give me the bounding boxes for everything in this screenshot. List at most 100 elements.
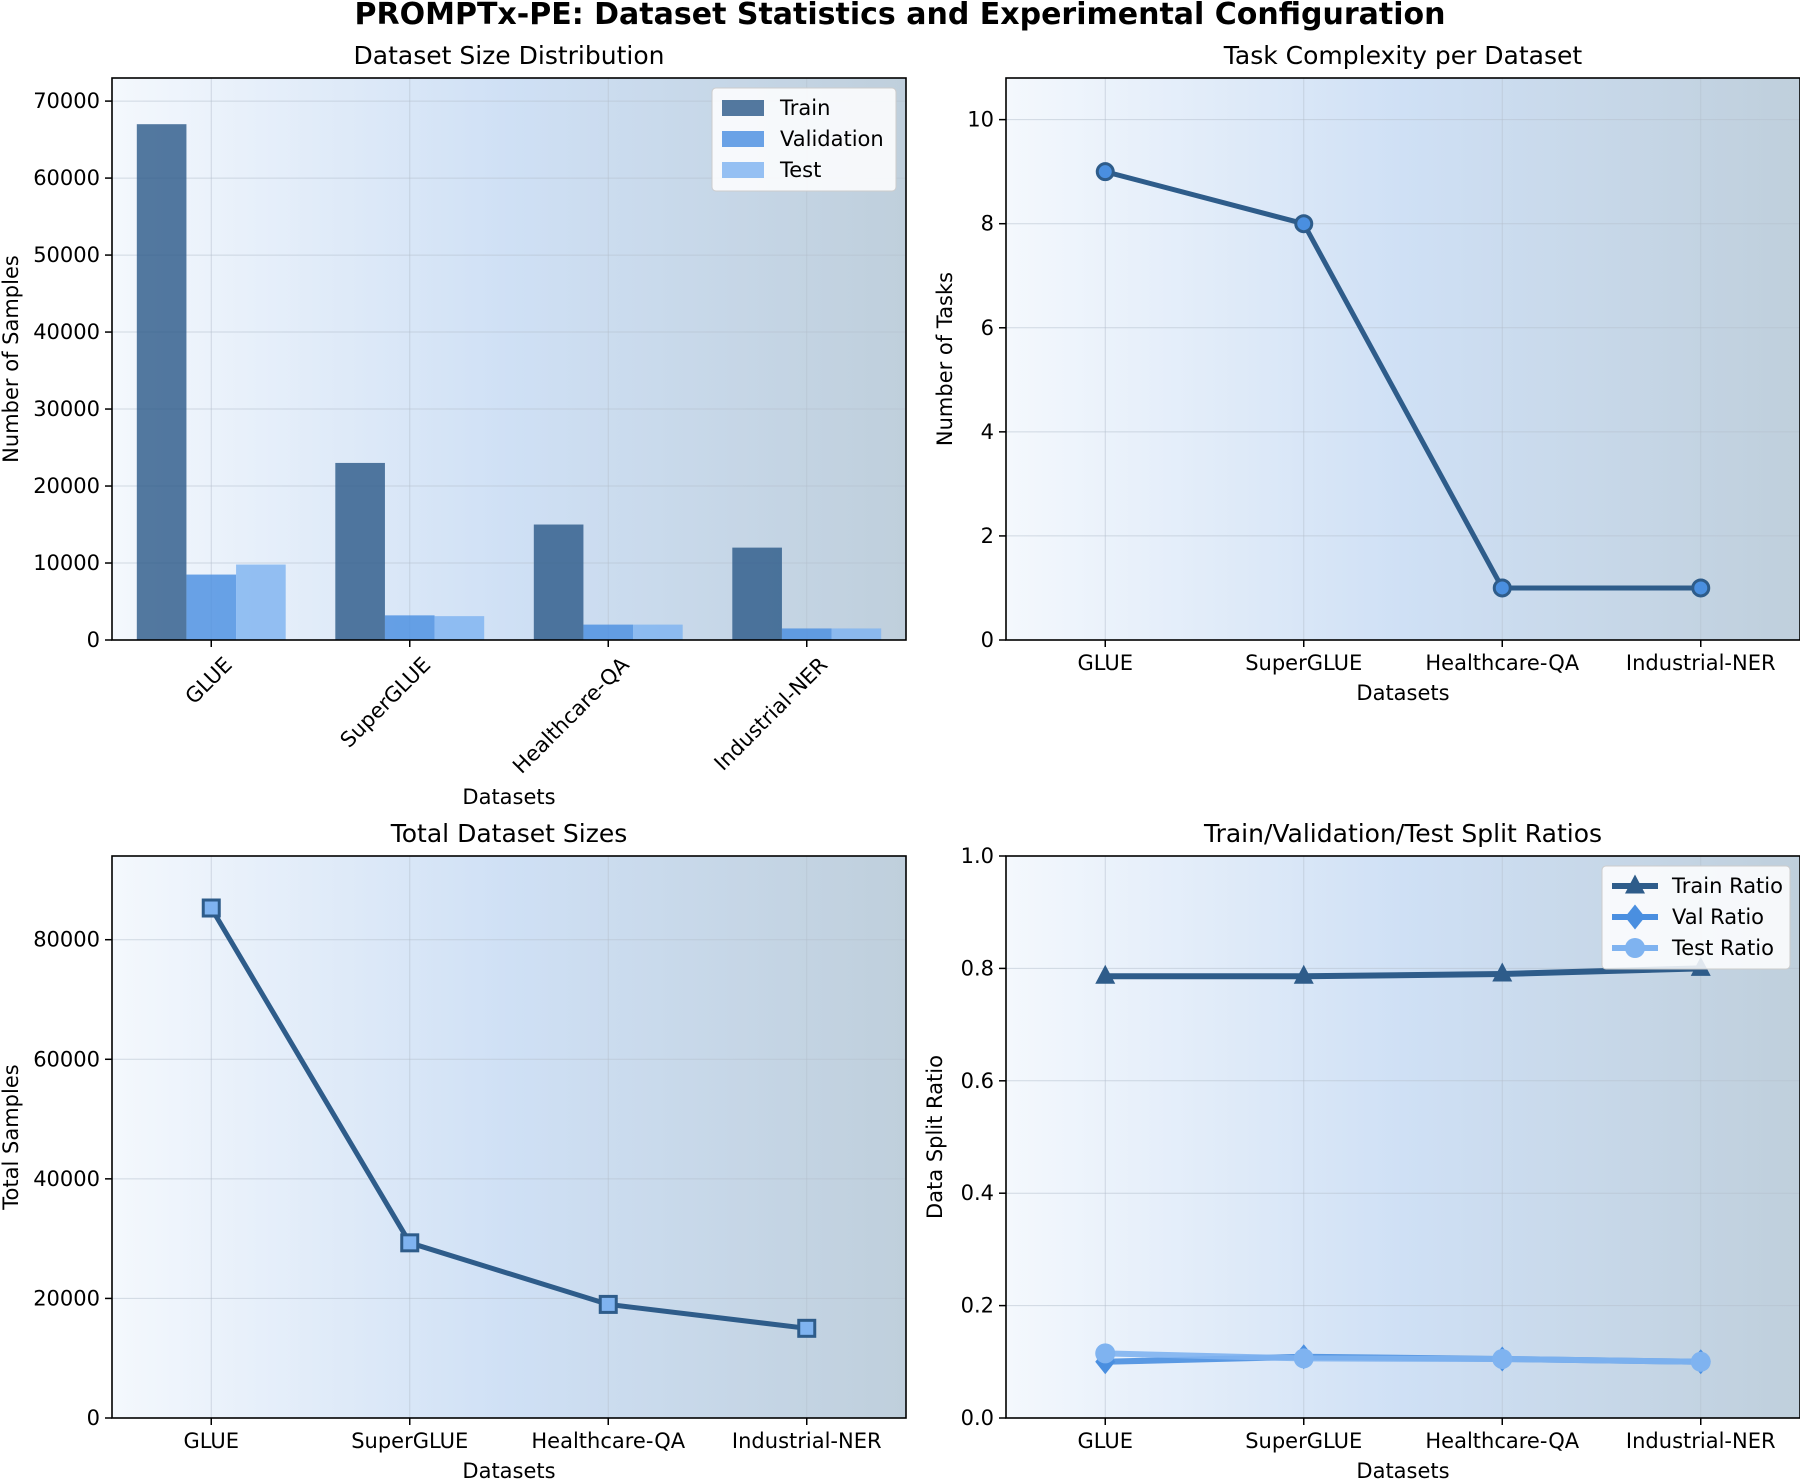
y-tick-label: 20000 — [33, 474, 100, 498]
panel-total-dataset-sizes: 0 20000 40000 60000 80000 GLUE SuperGLUE Health… — [0, 819, 907, 1480]
panel-title: Dataset Size Distribution — [354, 41, 665, 70]
x-tick-label: Healthcare-QA — [508, 652, 634, 778]
data-point — [400, 1233, 420, 1253]
x-axis-label: Datasets — [1356, 681, 1449, 705]
y-tick-label: 10 — [967, 108, 994, 132]
plot-frame — [1005, 855, 1800, 1419]
figure-suptitle: PROMPTx-PE: Dataset Statistics and Exper… — [355, 0, 1446, 32]
data-point — [1492, 962, 1513, 982]
y-tick-label: 4 — [981, 420, 994, 444]
plot-frame — [111, 855, 907, 1419]
data-point — [1492, 1348, 1513, 1369]
data-point — [1095, 964, 1116, 984]
x-tick-label: Industrial-NER — [732, 1429, 882, 1453]
y-tick-label: 40000 — [33, 1167, 100, 1191]
x-axis-label: Datasets — [462, 785, 555, 809]
y-tick-label: 10000 — [33, 551, 100, 575]
plot-area-background — [1006, 78, 1800, 640]
panel-task-complexity: 0 2 4 6 8 10 GLUE SuperGLUE Healthcare-QA Industr… — [933, 41, 1800, 705]
data-point — [797, 1318, 817, 1338]
x-tick-label: GLUE — [181, 653, 237, 709]
legend-label: Val Ratio — [1672, 905, 1764, 929]
y-tick-label: 60000 — [33, 1047, 100, 1071]
x-tick-label: GLUE — [1077, 1429, 1133, 1453]
bar-train — [136, 124, 187, 641]
bar-validation — [583, 624, 634, 640]
data-point — [1691, 578, 1711, 598]
x-tick-label: Healthcare-QA — [1425, 651, 1579, 675]
x-tick-label: Healthcare-QA — [531, 1429, 685, 1453]
x-tick-label: Healthcare-QA — [1425, 1429, 1579, 1453]
series-line-total — [209, 906, 808, 1331]
plot-frame — [1005, 77, 1800, 641]
x-tick-label: GLUE — [183, 1429, 239, 1453]
y-tick-label: 2 — [981, 524, 994, 548]
legend-swatch-marker — [1625, 938, 1645, 958]
legend-label: Train Ratio — [1671, 874, 1783, 898]
bar-test — [434, 616, 485, 640]
legend-swatch — [722, 131, 764, 147]
series-line-test-ratio — [1105, 1350, 1701, 1365]
panel-dataset-size-distribution: 0 10000 20000 30000 40000 50000 60000 70000 GLUE… — [0, 41, 907, 809]
y-tick-label: 8 — [981, 212, 994, 236]
legend-label: Validation — [780, 127, 884, 151]
x-axis-label: Datasets — [1356, 1459, 1449, 1480]
data-point — [1095, 162, 1115, 182]
bar-train — [732, 547, 782, 640]
data-point — [1095, 1343, 1116, 1364]
y-axis-label: Number of Tasks — [933, 272, 957, 446]
y-tick-label: 40000 — [33, 320, 100, 344]
x-tick-label: GLUE — [1077, 651, 1133, 675]
y-axis-label: Number of Samples — [0, 255, 23, 463]
y-tick-label: 0.8 — [961, 956, 994, 980]
bar-test — [831, 628, 882, 640]
panel-title: Total Dataset Sizes — [390, 819, 628, 848]
panel-title: Task Complexity per Dataset — [1223, 41, 1583, 70]
data-point — [201, 898, 221, 918]
legend-swatch-marker — [1625, 874, 1645, 894]
data-point — [1293, 1348, 1314, 1369]
bar-validation — [781, 628, 832, 640]
bar-train — [335, 462, 385, 640]
y-tick-label: 60000 — [33, 166, 100, 190]
panel-title: Train/Validation/Test Split Ratios — [1203, 819, 1602, 848]
y-tick-label: 50000 — [33, 243, 100, 267]
x-tick-label: SuperGLUE — [1245, 651, 1362, 675]
data-point — [1293, 964, 1314, 984]
series-line-tasks — [1104, 169, 1701, 591]
bar-test — [633, 624, 683, 640]
x-tick-label: SuperGLUE — [351, 1429, 468, 1453]
plot-frame — [111, 77, 907, 641]
y-tick-label: 1.0 — [961, 844, 994, 868]
legend-label: Test — [779, 158, 821, 182]
y-tick-label: 0 — [87, 1406, 100, 1430]
x-axis-label: Datasets — [462, 1459, 555, 1480]
bar-train — [533, 524, 584, 640]
bar-validation — [186, 574, 237, 640]
bar-test — [236, 564, 286, 640]
y-tick-label: 0.0 — [961, 1406, 994, 1430]
data-point — [1690, 1351, 1711, 1372]
series-line-train-ratio — [1105, 965, 1701, 980]
y-tick-label: 0.2 — [961, 1294, 994, 1318]
data-point — [1294, 214, 1314, 234]
data-point — [598, 1294, 618, 1314]
panel-split-ratios: 0.0 0.2 0.4 0.6 0.8 1.0 GLUE SuperGLUE Healthcar… — [923, 819, 1800, 1480]
legend-label: Test Ratio — [1671, 936, 1774, 960]
y-axis-label: Data Split Ratio — [923, 1055, 947, 1219]
legend-swatch-marker — [1625, 904, 1645, 930]
y-tick-label: 0.4 — [961, 1181, 994, 1205]
data-point — [1492, 578, 1512, 598]
bar-validation — [384, 615, 435, 640]
legend-label: Train — [779, 96, 830, 120]
x-tick-label: SuperGLUE — [336, 653, 436, 753]
y-tick-label: 0.6 — [961, 1069, 994, 1093]
legend-swatch — [722, 162, 764, 178]
y-axis-label: Total Samples — [0, 1064, 23, 1210]
y-tick-label: 0 — [981, 628, 994, 652]
y-tick-label: 30000 — [33, 397, 100, 421]
y-tick-label: 20000 — [33, 1286, 100, 1310]
y-tick-label: 80000 — [33, 928, 100, 952]
y-tick-label: 6 — [981, 316, 994, 340]
